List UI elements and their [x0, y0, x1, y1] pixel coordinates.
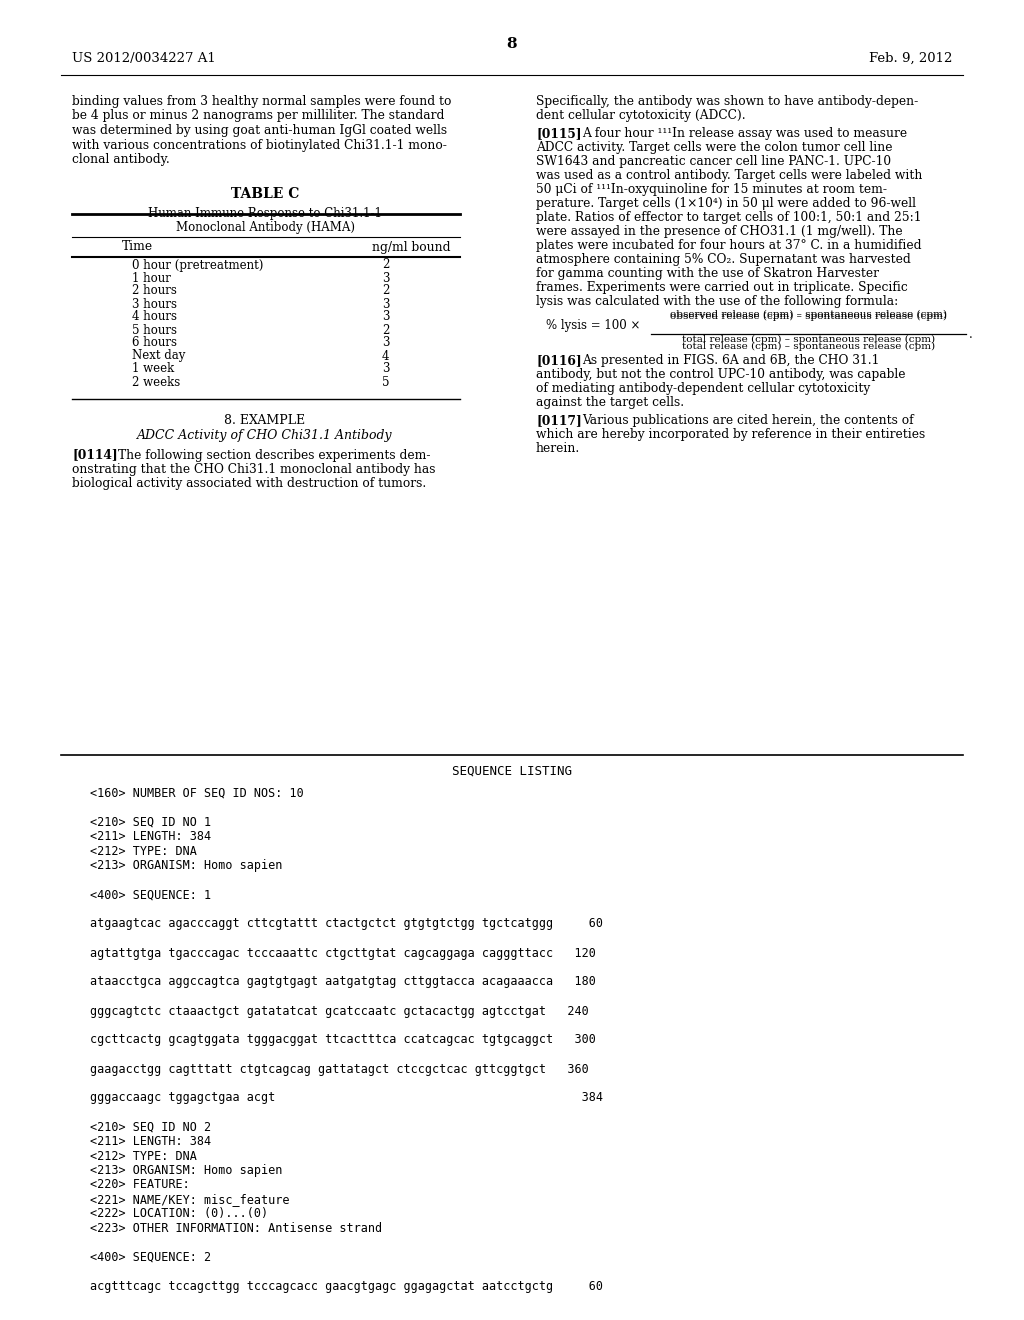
Text: <222> LOCATION: (0)...(0): <222> LOCATION: (0)...(0)	[90, 1208, 268, 1221]
Text: 4 hours: 4 hours	[132, 310, 177, 323]
Text: A four hour ¹¹¹In release assay was used to measure: A four hour ¹¹¹In release assay was used…	[582, 127, 907, 140]
Text: ADCC Activity of CHO Chi31.1 Antibody: ADCC Activity of CHO Chi31.1 Antibody	[137, 429, 393, 441]
Text: ADCC activity. Target cells were the colon tumor cell line: ADCC activity. Target cells were the col…	[536, 141, 893, 154]
Text: atmosphere containing 5% CO₂. Supernatant was harvested: atmosphere containing 5% CO₂. Supernatan…	[536, 253, 910, 267]
Text: ng/ml bound: ng/ml bound	[372, 240, 451, 253]
Text: Specifically, the antibody was shown to have antibody-depen-: Specifically, the antibody was shown to …	[536, 95, 919, 108]
Text: 1 week: 1 week	[132, 363, 174, 375]
Text: 8: 8	[507, 37, 517, 51]
Text: atgaagtcac agacccaggt cttcgtattt ctactgctct gtgtgtctgg tgctcatggg     60: atgaagtcac agacccaggt cttcgtattt ctactgc…	[90, 917, 603, 931]
Text: binding values from 3 healthy normal samples were found to: binding values from 3 healthy normal sam…	[72, 95, 452, 108]
Text: clonal antibody.: clonal antibody.	[72, 153, 170, 166]
Text: was used as a control antibody. Target cells were labeled with: was used as a control antibody. Target c…	[536, 169, 923, 182]
Text: observed release (cpm) – spontaneous release (cpm): observed release (cpm) – spontaneous rel…	[670, 310, 947, 319]
Text: 5 hours: 5 hours	[132, 323, 177, 337]
Text: 2 weeks: 2 weeks	[132, 375, 180, 388]
Text: biological activity associated with destruction of tumors.: biological activity associated with dest…	[72, 477, 426, 490]
Text: 6 hours: 6 hours	[132, 337, 177, 350]
Text: 2: 2	[382, 323, 389, 337]
Text: 4: 4	[382, 350, 389, 363]
Text: <212> TYPE: DNA: <212> TYPE: DNA	[90, 845, 197, 858]
Text: with various concentrations of biotinylated Chi31.1-1 mono-: with various concentrations of biotinyla…	[72, 139, 446, 152]
Text: 3: 3	[382, 337, 389, 350]
Text: <213> ORGANISM: Homo sapien: <213> ORGANISM: Homo sapien	[90, 1164, 283, 1177]
Text: Next day: Next day	[132, 350, 185, 363]
Text: US 2012/0034227 A1: US 2012/0034227 A1	[72, 51, 216, 65]
Text: .: .	[969, 327, 973, 341]
Text: [0115]: [0115]	[536, 127, 582, 140]
Text: <212> TYPE: DNA: <212> TYPE: DNA	[90, 1150, 197, 1163]
Text: acgtttcagc tccagcttgg tcccagcacc gaacgtgagc ggagagctat aatcctgctg     60: acgtttcagc tccagcttgg tcccagcacc gaacgtg…	[90, 1280, 603, 1294]
Text: <210> SEQ ID NO 1: <210> SEQ ID NO 1	[90, 816, 211, 829]
Text: plate. Ratios of effector to target cells of 100:1, 50:1 and 25:1: plate. Ratios of effector to target cell…	[536, 211, 922, 224]
Text: total release (cpm) – spontaneous release (cpm): total release (cpm) – spontaneous releas…	[682, 342, 935, 351]
Text: [0117]: [0117]	[536, 414, 582, 426]
Text: gaagacctgg cagtttatt ctgtcagcag gattatagct ctccgctcac gttcggtgct   360: gaagacctgg cagtttatt ctgtcagcag gattatag…	[90, 1063, 589, 1076]
Text: perature. Target cells (1×10⁴) in 50 μl were added to 96-well: perature. Target cells (1×10⁴) in 50 μl …	[536, 197, 916, 210]
Text: 2: 2	[382, 285, 389, 297]
Text: <221> NAME/KEY: misc_feature: <221> NAME/KEY: misc_feature	[90, 1193, 290, 1206]
Text: for gamma counting with the use of Skatron Harvester: for gamma counting with the use of Skatr…	[536, 267, 879, 280]
Text: % lysis = 100 ×: % lysis = 100 ×	[546, 319, 640, 333]
Text: <160> NUMBER OF SEQ ID NOS: 10: <160> NUMBER OF SEQ ID NOS: 10	[90, 787, 304, 800]
Text: SW1643 and pancreatic cancer cell line PANC-1. UPC-10: SW1643 and pancreatic cancer cell line P…	[536, 154, 891, 168]
Text: 1 hour: 1 hour	[132, 272, 171, 285]
Text: <211> LENGTH: 384: <211> LENGTH: 384	[90, 1135, 211, 1148]
Text: 0 hour (pretreatment): 0 hour (pretreatment)	[132, 259, 263, 272]
Text: plates were incubated for four hours at 37° C. in a humidified: plates were incubated for four hours at …	[536, 239, 922, 252]
Text: 3: 3	[382, 297, 389, 310]
Text: frames. Experiments were carried out in triplicate. Specific: frames. Experiments were carried out in …	[536, 281, 907, 294]
Text: 3: 3	[382, 310, 389, 323]
Text: SEQUENCE LISTING: SEQUENCE LISTING	[452, 766, 572, 777]
Text: gggcagtctc ctaaactgct gatatatcat gcatccaatc gctacactgg agtcctgat   240: gggcagtctc ctaaactgct gatatatcat gcatcca…	[90, 1005, 589, 1018]
Text: which are hereby incorporated by reference in their entireties: which are hereby incorporated by referen…	[536, 428, 926, 441]
Text: observed release (cpm) – spontaneous release (cpm): observed release (cpm) – spontaneous rel…	[670, 312, 947, 321]
Text: <400> SEQUENCE: 2: <400> SEQUENCE: 2	[90, 1251, 211, 1265]
Text: 5: 5	[382, 375, 389, 388]
Text: 3: 3	[382, 363, 389, 375]
Text: ataacctgca aggccagtca gagtgtgagt aatgatgtag cttggtacca acagaaacca   180: ataacctgca aggccagtca gagtgtgagt aatgatg…	[90, 975, 596, 989]
Text: <220> FEATURE:: <220> FEATURE:	[90, 1179, 189, 1192]
Text: lysis was calculated with the use of the following formula:: lysis was calculated with the use of the…	[536, 294, 898, 308]
Text: 3 hours: 3 hours	[132, 297, 177, 310]
Text: gggaccaagc tggagctgaa acgt                                           384: gggaccaagc tggagctgaa acgt 384	[90, 1092, 603, 1105]
Text: TABLE C: TABLE C	[230, 186, 299, 201]
Text: [0116]: [0116]	[536, 354, 582, 367]
Text: Feb. 9, 2012: Feb. 9, 2012	[868, 51, 952, 65]
Text: <211> LENGTH: 384: <211> LENGTH: 384	[90, 830, 211, 843]
Text: Various publications are cited herein, the contents of: Various publications are cited herein, t…	[582, 414, 913, 426]
Text: cgcttcactg gcagtggata tgggacggat ttcactttca ccatcagcac tgtgcaggct   300: cgcttcactg gcagtggata tgggacggat ttcactt…	[90, 1034, 596, 1047]
Text: As presented in FIGS. 6A and 6B, the CHO 31.1: As presented in FIGS. 6A and 6B, the CHO…	[582, 354, 880, 367]
Text: <400> SEQUENCE: 1: <400> SEQUENCE: 1	[90, 888, 211, 902]
Text: onstrating that the CHO Chi31.1 monoclonal antibody has: onstrating that the CHO Chi31.1 monoclon…	[72, 462, 435, 475]
Text: herein.: herein.	[536, 442, 581, 455]
Text: 8. EXAMPLE: 8. EXAMPLE	[224, 413, 305, 426]
Text: be 4 plus or minus 2 nanograms per milliliter. The standard: be 4 plus or minus 2 nanograms per milli…	[72, 110, 444, 123]
Text: were assayed in the presence of CHO31.1 (1 mg/well). The: were assayed in the presence of CHO31.1 …	[536, 224, 902, 238]
Text: Human Immune Response to Chi31.1-1: Human Immune Response to Chi31.1-1	[148, 207, 382, 220]
Text: was determined by using goat anti-human IgGl coated wells: was determined by using goat anti-human …	[72, 124, 447, 137]
Text: <213> ORGANISM: Homo sapien: <213> ORGANISM: Homo sapien	[90, 859, 283, 873]
Text: total release (cpm) – spontaneous release (cpm): total release (cpm) – spontaneous releas…	[682, 335, 935, 345]
Text: <223> OTHER INFORMATION: Antisense strand: <223> OTHER INFORMATION: Antisense stran…	[90, 1222, 382, 1236]
Text: Monoclonal Antibody (HAMA): Monoclonal Antibody (HAMA)	[175, 220, 354, 234]
Text: Time: Time	[122, 240, 154, 253]
Text: 2 hours: 2 hours	[132, 285, 177, 297]
Text: 50 μCi of ¹¹¹In-oxyquinoline for 15 minutes at room tem-: 50 μCi of ¹¹¹In-oxyquinoline for 15 minu…	[536, 183, 887, 195]
Text: dent cellular cytotoxicity (ADCC).: dent cellular cytotoxicity (ADCC).	[536, 110, 745, 121]
Text: 3: 3	[382, 272, 389, 285]
Text: agtattgtga tgacccagac tcccaaattc ctgcttgtat cagcaggaga cagggttacc   120: agtattgtga tgacccagac tcccaaattc ctgcttg…	[90, 946, 596, 960]
Text: 2: 2	[382, 259, 389, 272]
Text: of mediating antibody-dependent cellular cytotoxicity: of mediating antibody-dependent cellular…	[536, 381, 870, 395]
Text: against the target cells.: against the target cells.	[536, 396, 684, 409]
Text: [0114]: [0114]	[72, 449, 118, 462]
Text: <210> SEQ ID NO 2: <210> SEQ ID NO 2	[90, 1121, 211, 1134]
Text: antibody, but not the control UPC-10 antibody, was capable: antibody, but not the control UPC-10 ant…	[536, 368, 905, 381]
Text: The following section describes experiments dem-: The following section describes experime…	[118, 449, 430, 462]
